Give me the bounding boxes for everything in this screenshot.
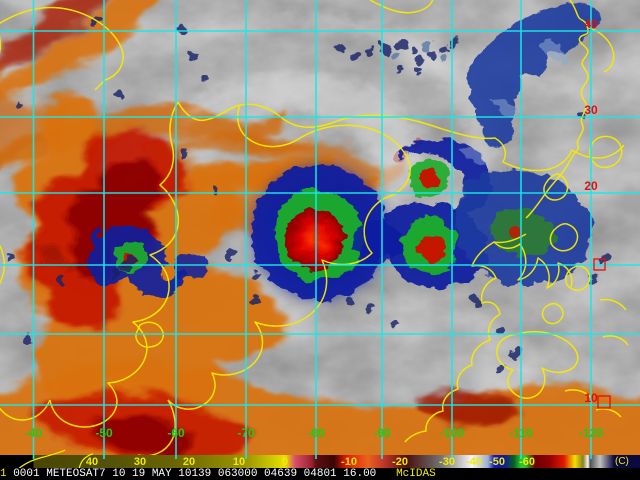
svg-text:10: 10 — [233, 456, 245, 468]
svg-text:-30: -30 — [439, 456, 455, 468]
svg-text:-50: -50 — [489, 456, 505, 468]
svg-text:30: 30 — [134, 456, 146, 468]
svg-text:-40: -40 — [466, 456, 482, 468]
svg-text:-20: -20 — [392, 456, 408, 468]
svg-text:-10: -10 — [341, 456, 357, 468]
svg-text:40: 40 — [86, 456, 98, 468]
svg-text:0: 0 — [282, 456, 288, 468]
svg-text:(C): (C) — [615, 456, 629, 467]
svg-text:20: 20 — [183, 456, 195, 468]
svg-text:-60: -60 — [519, 456, 535, 468]
